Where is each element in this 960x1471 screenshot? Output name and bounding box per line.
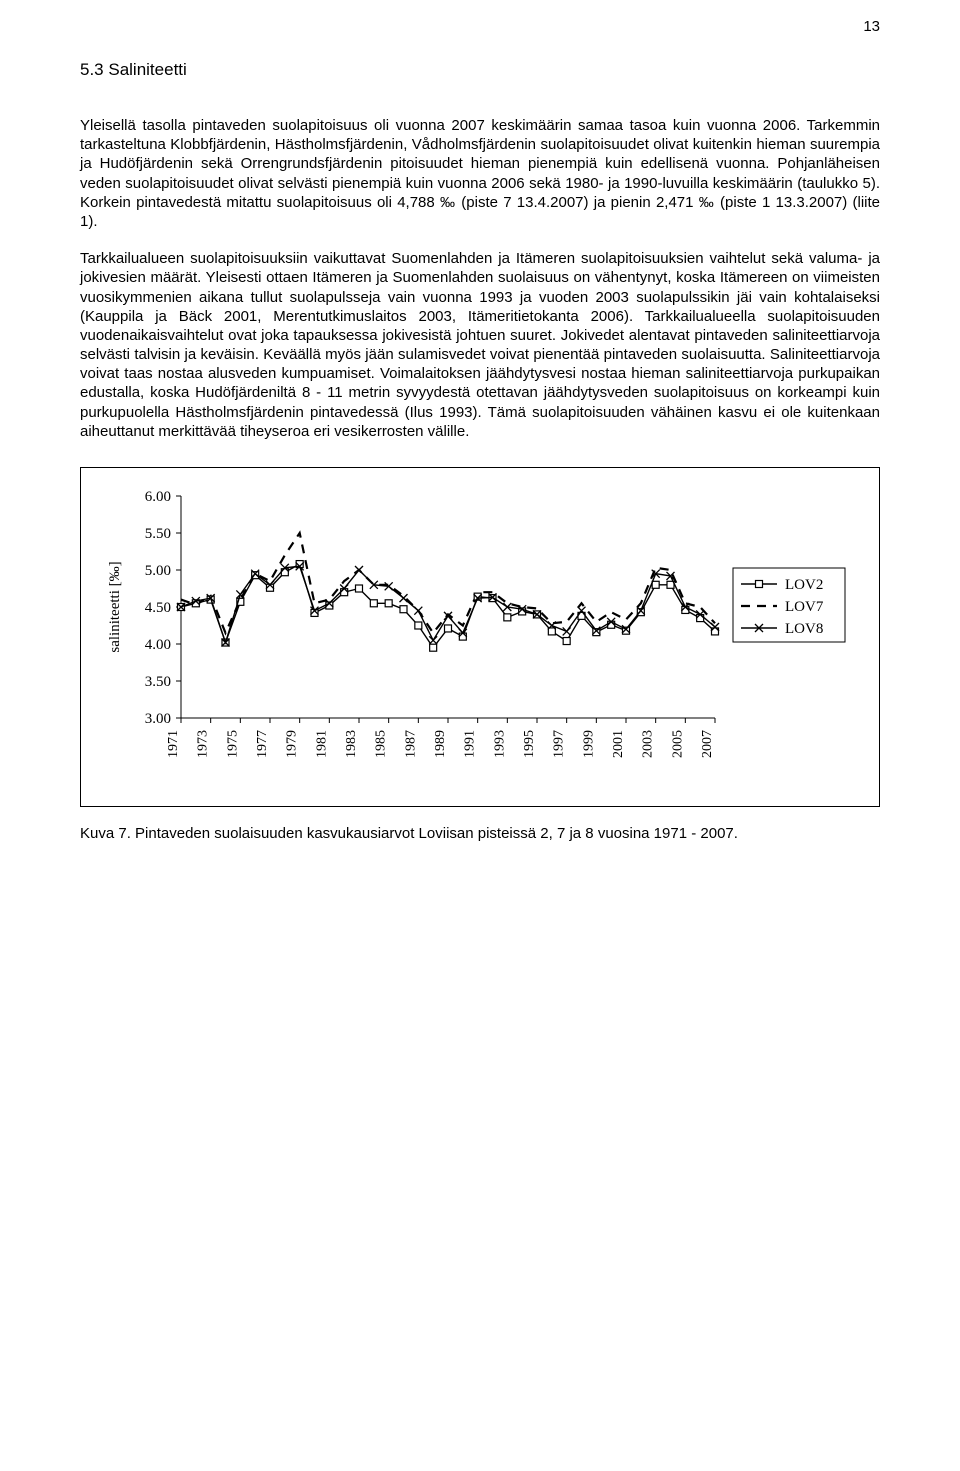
svg-text:1985: 1985 [374, 730, 389, 758]
svg-text:1979: 1979 [285, 730, 300, 758]
svg-text:3.00: 3.00 [145, 711, 171, 727]
svg-text:4.00: 4.00 [145, 637, 171, 653]
svg-text:LOV2: LOV2 [785, 577, 823, 593]
svg-text:2005: 2005 [670, 730, 685, 758]
svg-text:saliniteetti [‰]: saliniteetti [‰] [107, 561, 123, 652]
svg-text:5.00: 5.00 [145, 563, 171, 579]
svg-text:1987: 1987 [403, 730, 418, 758]
svg-text:6.00: 6.00 [145, 489, 171, 505]
svg-text:1977: 1977 [255, 730, 270, 758]
svg-text:2001: 2001 [611, 730, 626, 758]
figure-caption: Kuva 7. Pintaveden suolaisuuden kasvukau… [80, 825, 880, 842]
salinity-chart: 3.00 3.50 4.00 4.50 5.00 5.50 6.00 1971 1973 1975… [95, 486, 855, 796]
svg-text:1991: 1991 [463, 730, 478, 758]
section-heading: 5.3 Saliniteetti [80, 60, 880, 80]
paragraph-2: Tarkkailualueen suolapitoisuuksiin vaiku… [80, 249, 880, 441]
svg-text:1973: 1973 [196, 730, 211, 758]
svg-text:1981: 1981 [314, 730, 329, 758]
svg-text:1989: 1989 [433, 730, 448, 758]
svg-text:1997: 1997 [552, 730, 567, 758]
svg-text:1993: 1993 [492, 730, 507, 758]
svg-text:1999: 1999 [581, 730, 596, 758]
svg-text:1983: 1983 [344, 730, 359, 758]
svg-text:2007: 2007 [700, 730, 715, 758]
svg-text:1971: 1971 [166, 730, 181, 758]
svg-text:4.50: 4.50 [145, 600, 171, 616]
svg-text:5.50: 5.50 [145, 526, 171, 542]
paragraph-1: Yleisellä tasolla pintaveden suolapitois… [80, 116, 880, 231]
svg-text:2003: 2003 [641, 730, 656, 758]
svg-text:1975: 1975 [225, 730, 240, 758]
page-number: 13 [863, 18, 880, 35]
svg-text:LOV8: LOV8 [785, 621, 823, 637]
svg-text:LOV7: LOV7 [785, 599, 824, 615]
svg-text:3.50: 3.50 [145, 674, 171, 690]
svg-text:1995: 1995 [522, 730, 537, 758]
salinity-chart-frame: 3.00 3.50 4.00 4.50 5.00 5.50 6.00 1971 1973 1975… [80, 467, 880, 807]
